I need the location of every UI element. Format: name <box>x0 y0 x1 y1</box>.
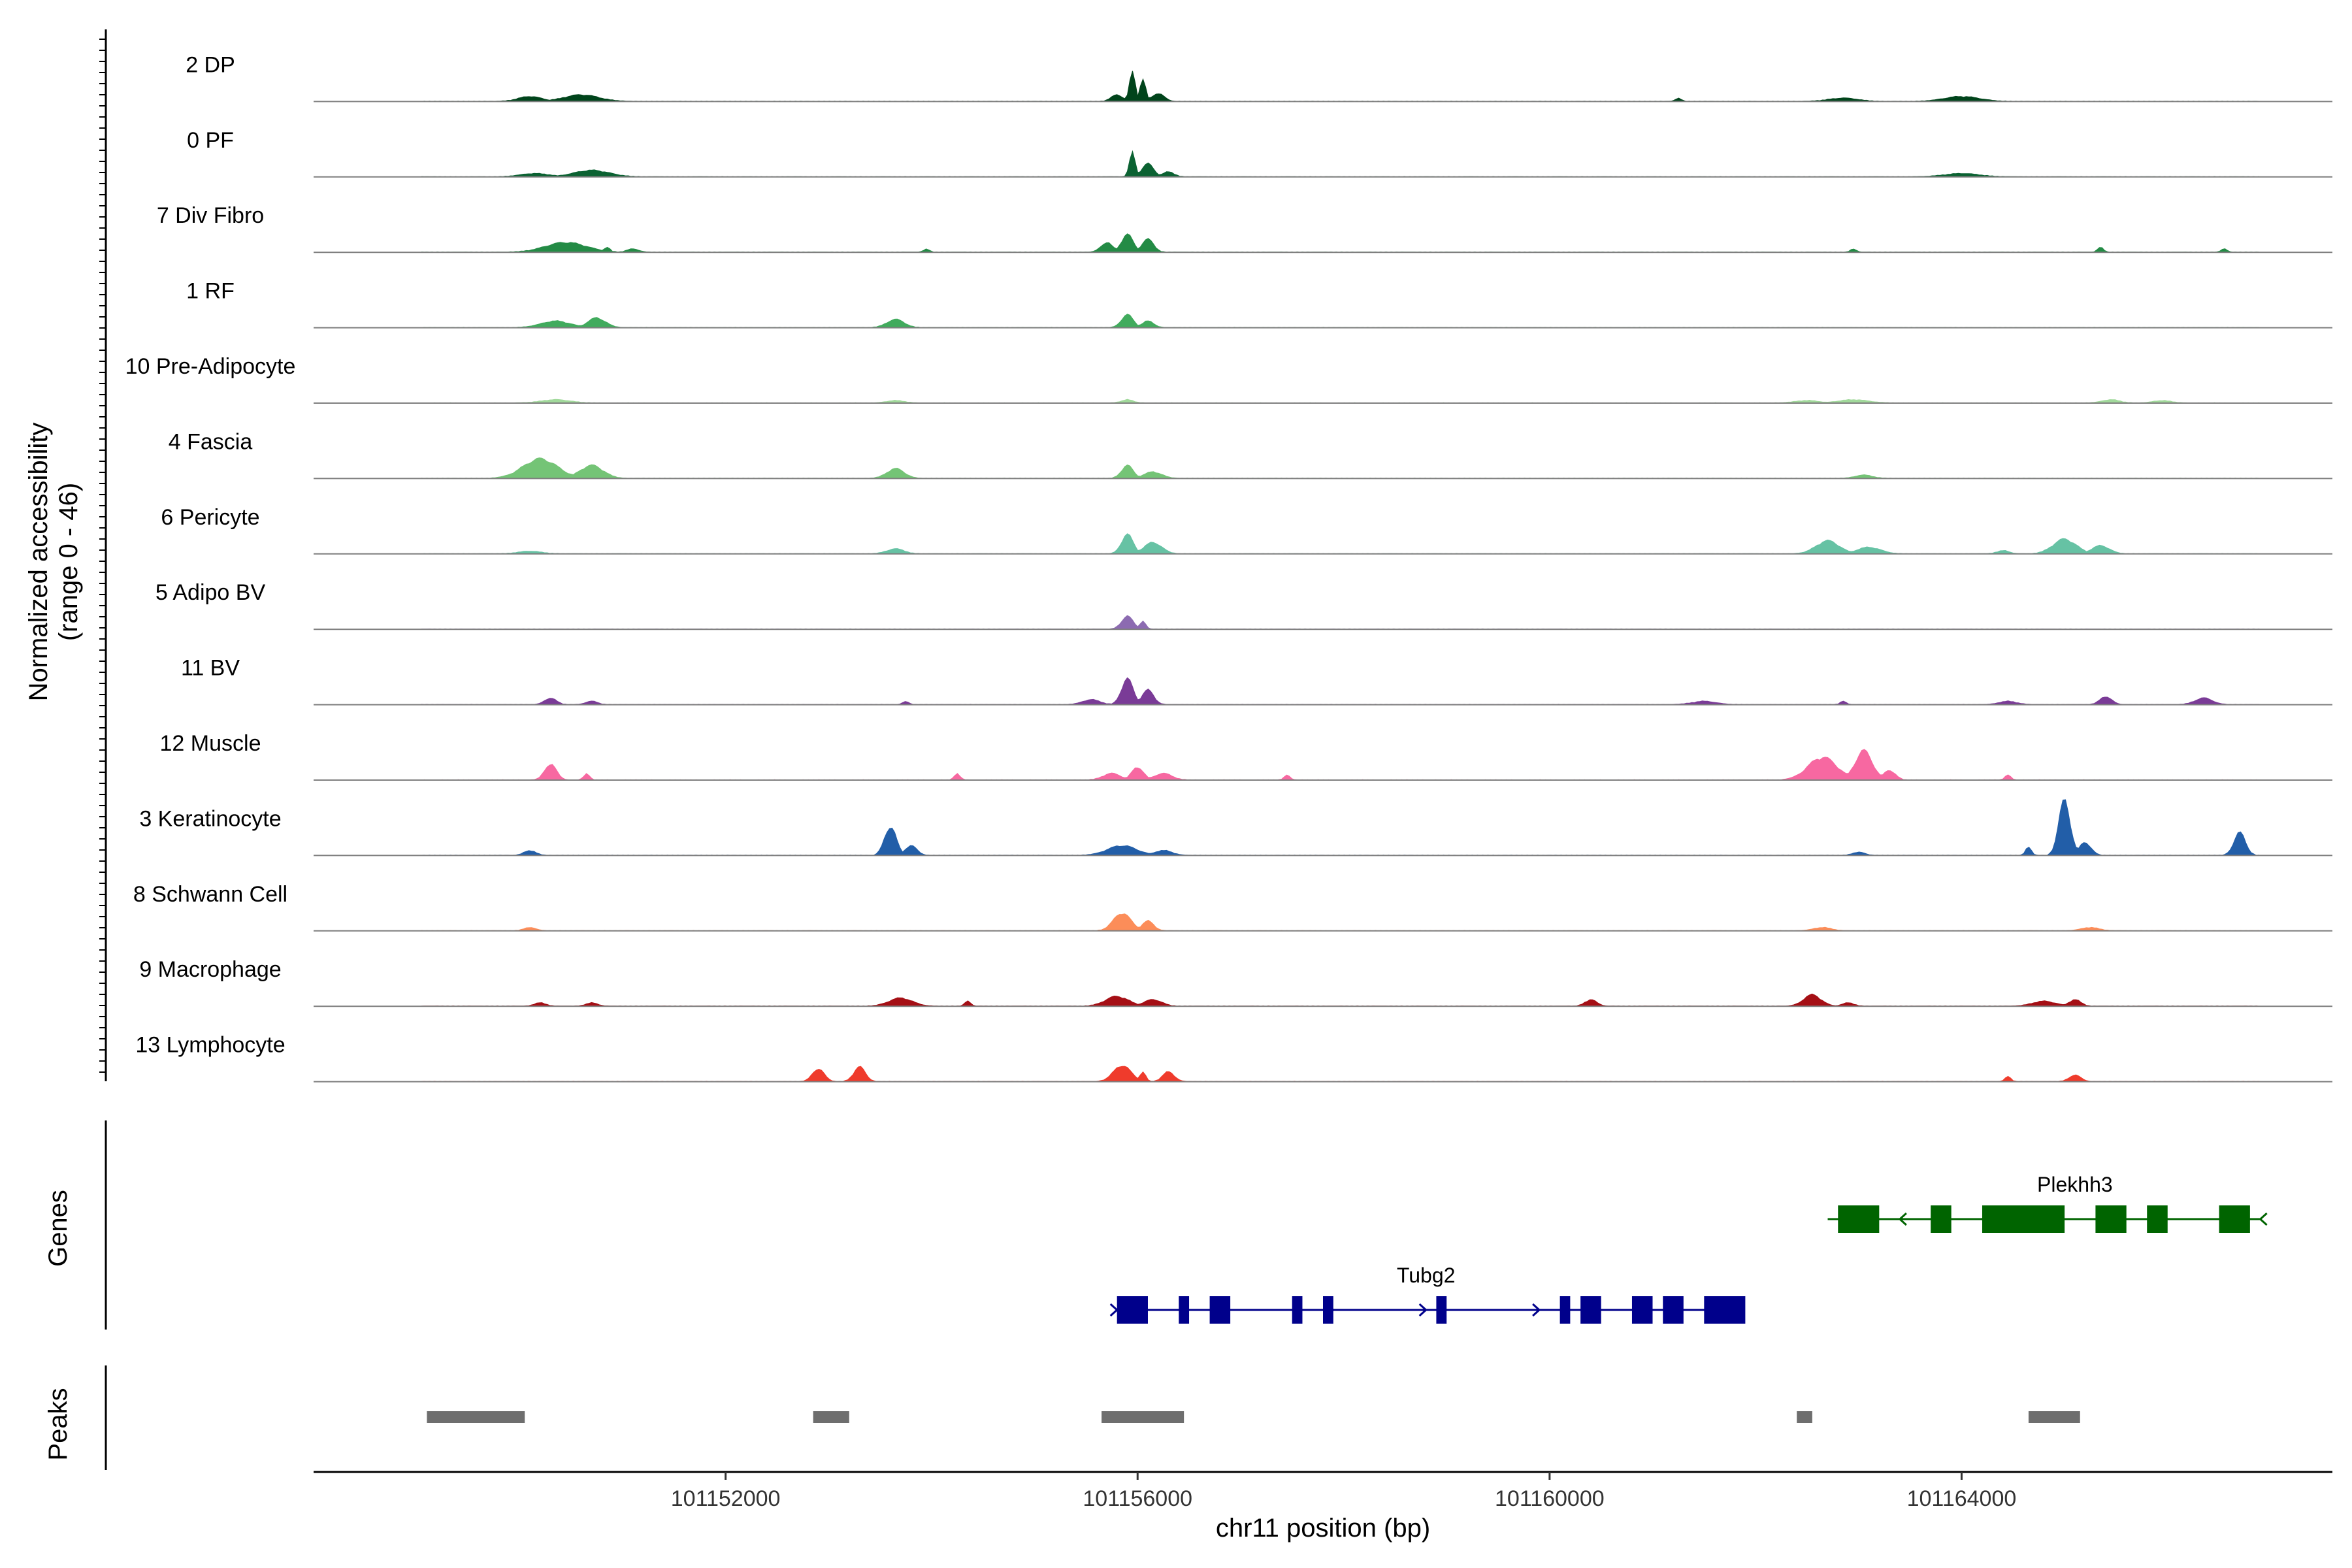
track-4-fascia: 4 Fascia <box>169 429 2332 480</box>
x-tick-label: 101152000 <box>671 1486 781 1511</box>
gene-exon <box>1209 1296 1231 1324</box>
track-7-div-fibro: 7 Div Fibro <box>157 203 2332 253</box>
gene-exon <box>1179 1296 1190 1324</box>
track-label: 10 Pre-Adipocyte <box>125 354 296 379</box>
gene-exon <box>1436 1296 1447 1324</box>
track-label: 6 Pericyte <box>161 505 259 530</box>
accessibility-y-axis <box>99 29 107 1081</box>
gene-exon <box>2147 1205 2168 1233</box>
gene-exon <box>2219 1205 2250 1233</box>
peak-region <box>1797 1411 1812 1423</box>
peak-region <box>427 1411 525 1423</box>
track-1-rf: 1 RF <box>186 279 2332 329</box>
track-label: 1 RF <box>186 279 235 304</box>
track-12-muscle: 12 Muscle <box>160 731 2332 781</box>
coverage-area <box>421 993 2261 1007</box>
coverage-area <box>421 615 2261 630</box>
strand-arrow <box>1418 1303 1428 1317</box>
gene-exon <box>1117 1296 1148 1324</box>
track-5-adipo-bv: 5 Adipo BV <box>155 580 2332 630</box>
track-label: 5 Adipo BV <box>155 580 266 605</box>
gene-exon <box>1560 1296 1571 1324</box>
strand-arrow <box>1532 1303 1541 1317</box>
track-10-pre-adipocyte: 10 Pre-Adipocyte <box>125 354 2332 404</box>
gene-plekhh3: Plekhh3 <box>1827 1173 2268 1233</box>
track-3-keratinocyte: 3 Keratinocyte <box>139 799 2332 857</box>
track-label: 9 Macrophage <box>139 957 281 982</box>
gene-exon <box>1580 1296 1601 1324</box>
track-13-lymphocyte: 13 Lymphocyte <box>135 1033 2332 1083</box>
strand-arrow <box>2259 1212 2268 1226</box>
gene-exon <box>1663 1296 1684 1324</box>
track-label: 0 PF <box>187 128 234 153</box>
track-2-dp: 2 DP <box>186 52 2332 103</box>
track-label: 11 BV <box>181 656 240 681</box>
coverage-area <box>421 314 2261 329</box>
gene-exon <box>1982 1205 2065 1233</box>
track-label: 3 Keratinocyte <box>139 806 281 831</box>
track-9-macrophage: 9 Macrophage <box>139 957 2332 1007</box>
track-11-bv: 11 BV <box>181 656 2332 706</box>
coverage-area <box>421 150 2261 178</box>
gene-tubg2: Tubg2 <box>1109 1264 1746 1324</box>
coverage-area <box>421 1066 2261 1083</box>
gene-exon <box>2095 1205 2127 1233</box>
coverage-area <box>421 913 2261 932</box>
coverage-area <box>421 233 2261 253</box>
track-label: 2 DP <box>186 52 235 77</box>
gene-exon <box>1631 1296 1653 1324</box>
track-0-pf: 0 PF <box>187 128 2332 178</box>
coverage-area <box>421 457 2261 479</box>
track-label: 4 Fascia <box>169 429 253 454</box>
coverage-area <box>421 749 2261 781</box>
peaks-panel <box>105 1365 2080 1470</box>
gene-exon <box>1931 1205 1952 1233</box>
x-tick-label: 101156000 <box>1083 1486 1192 1511</box>
track-label: 7 Div Fibro <box>157 203 264 228</box>
gene-exon <box>1704 1296 1746 1324</box>
x-tick-label: 101164000 <box>1907 1486 2017 1511</box>
track-8-schwann-cell: 8 Schwann Cell <box>133 882 2332 932</box>
strand-arrow <box>1898 1212 1907 1226</box>
gene-exon <box>1292 1296 1303 1324</box>
track-label: 13 Lymphocyte <box>135 1033 285 1058</box>
position-x-axis: 101152000 101156000 101160000 101164000 <box>314 1471 2332 1511</box>
coverage-area <box>421 799 2261 856</box>
track-6-pericyte: 6 Pericyte <box>161 505 2332 555</box>
gene-exon <box>1838 1205 1880 1233</box>
peak-region <box>813 1411 849 1423</box>
x-axis-title: chr11 position (bp) <box>1216 1514 1430 1543</box>
track-label: 8 Schwann Cell <box>133 882 287 907</box>
y-axis-title-line-2: (range 0 - 46) <box>54 483 83 641</box>
gene-name-label: Plekhh3 <box>2037 1173 2113 1196</box>
y-axis-title-line-1: Normalized accessibility <box>24 423 53 702</box>
track-label: 12 Muscle <box>160 731 261 756</box>
strand-arrow <box>1109 1303 1119 1317</box>
genes-panel-title: Genes <box>44 1190 73 1267</box>
genes-panel: Plekhh3 Tubg2 <box>105 1120 2268 1330</box>
gene-name-label: Tubg2 <box>1397 1264 1456 1287</box>
x-tick-label: 101160000 <box>1495 1486 1605 1511</box>
gene-exon <box>1323 1296 1333 1324</box>
coverage-area <box>421 71 2261 102</box>
peak-region <box>2028 1411 2080 1423</box>
coverage-area <box>421 533 2261 555</box>
peaks-panel-title: Peaks <box>44 1388 73 1460</box>
peak-region <box>1102 1411 1184 1423</box>
coverage-area <box>421 677 2261 706</box>
coverage-tracks: 2 DP 0 PF 7 Div Fibro 1 RF 10 Pre-Adipocyte 4… <box>125 52 2332 1083</box>
